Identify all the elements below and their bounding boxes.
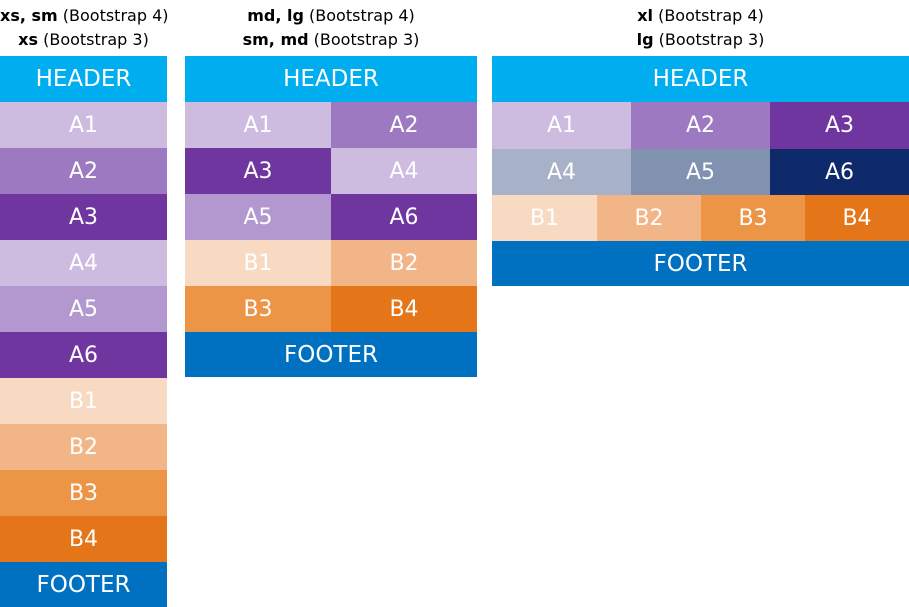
cell-a3: A3 [770, 102, 909, 149]
caption-bold: xs, sm [0, 6, 58, 25]
caption-xs-sm: xs, sm (Bootstrap 4) xs (Bootstrap 3) [0, 4, 169, 52]
cell-a6: A6 [0, 332, 167, 378]
caption-text: (Bootstrap 4) [653, 6, 764, 25]
cell-b4: B4 [805, 195, 909, 241]
caption-bold: xs [18, 30, 39, 49]
cell-a1: A1 [185, 102, 331, 148]
cell-b1: B1 [492, 195, 597, 241]
caption-xl: xl (Bootstrap 4) lg (Bootstrap 3) [492, 4, 909, 52]
header-block: HEADER [0, 56, 167, 102]
cell-a2: A2 [331, 102, 477, 148]
cell-a5: A5 [631, 149, 770, 195]
header-block: HEADER [492, 56, 909, 102]
caption-text: (Bootstrap 3) [653, 30, 765, 49]
cell-b3: B3 [701, 195, 805, 241]
caption-text: (Bootstrap 4) [303, 6, 415, 25]
footer-block: FOOTER [185, 332, 477, 377]
cell-b4: B4 [331, 286, 477, 332]
cell-a3: A3 [0, 194, 167, 240]
caption-text: (Bootstrap 3) [38, 30, 149, 49]
cell-a4: A4 [0, 240, 167, 286]
cell-b3: B3 [0, 470, 167, 516]
cell-a5: A5 [0, 286, 167, 332]
footer-block: FOOTER [0, 562, 167, 607]
cell-a4: A4 [492, 149, 631, 195]
cell-b2: B2 [331, 240, 477, 286]
caption-bold: xl [637, 6, 653, 25]
header-block: HEADER [185, 56, 477, 102]
caption-md-lg: md, lg (Bootstrap 4) sm, md (Bootstrap 3… [185, 4, 477, 52]
cell-a1: A1 [492, 102, 631, 149]
caption-bold: md, lg [247, 6, 304, 25]
caption-bold: sm, md [242, 30, 309, 49]
cell-b4: B4 [0, 516, 167, 562]
cell-b2: B2 [597, 195, 701, 241]
cell-a5: A5 [185, 194, 331, 240]
cell-a1: A1 [0, 102, 167, 148]
cell-a2: A2 [0, 148, 167, 194]
cell-b3: B3 [185, 286, 331, 332]
cell-b1: B1 [0, 378, 167, 424]
cell-b1: B1 [185, 240, 331, 286]
cell-a6: A6 [331, 194, 477, 240]
cell-b2: B2 [0, 424, 167, 470]
cell-a2: A2 [631, 102, 770, 149]
caption-bold: lg [636, 30, 654, 49]
cell-a4: A4 [331, 148, 477, 194]
caption-text: (Bootstrap 3) [308, 30, 420, 49]
cell-a3: A3 [185, 148, 331, 194]
footer-block: FOOTER [492, 241, 909, 286]
cell-a6: A6 [770, 149, 909, 195]
caption-text: (Bootstrap 4) [57, 6, 169, 25]
